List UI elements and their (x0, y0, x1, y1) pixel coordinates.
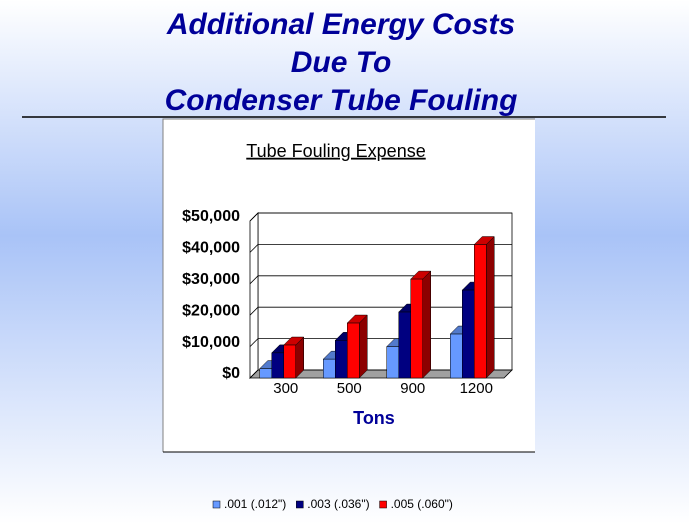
y-tick-label: $10,000 (182, 334, 240, 351)
x-tick-label: 1200 (460, 380, 493, 397)
title-line: Additional Energy Costs (166, 8, 515, 41)
chart-title: Tube Fouling Expense (246, 141, 425, 161)
slide-title: Additional Energy Costs Due To Condenser… (165, 8, 518, 117)
bar-side (359, 314, 368, 379)
bar (271, 352, 284, 379)
title-line: Condenser Tube Fouling (165, 84, 518, 117)
bar (259, 368, 272, 379)
bar (323, 358, 336, 379)
bar (462, 289, 475, 379)
bar (474, 244, 487, 379)
x-tick-label: 900 (400, 380, 425, 397)
y-tick-label: $20,000 (182, 302, 240, 319)
grid-line (249, 243, 512, 253)
y-tick-label: $40,000 (182, 240, 240, 257)
bar (386, 346, 399, 379)
legend-swatch (212, 500, 221, 509)
y-tick-label: $50,000 (182, 208, 240, 225)
grid-line (249, 212, 512, 222)
bar (410, 278, 423, 379)
bar (283, 344, 296, 379)
chart-border (162, 118, 535, 452)
legend-swatch (379, 500, 387, 509)
x-axis-label: Tons (353, 408, 395, 428)
legend-label: .003 (.036") (307, 497, 369, 511)
y-tick-label: $0 (222, 365, 240, 382)
bar (398, 311, 411, 379)
bar-side (422, 270, 431, 379)
legend-label: .001 (.012") (224, 497, 286, 511)
y-tick-label: $30,000 (182, 271, 240, 288)
bar-side (486, 235, 495, 379)
bar (347, 322, 360, 379)
side-wall (249, 212, 259, 379)
legend-swatch (296, 500, 304, 509)
bar (450, 333, 463, 379)
x-tick-label: 500 (337, 380, 362, 397)
title-line: Due To (291, 46, 392, 79)
x-tick-label: 300 (273, 380, 298, 397)
bar (335, 340, 348, 379)
legend-label: .005 (.060") (391, 497, 453, 511)
